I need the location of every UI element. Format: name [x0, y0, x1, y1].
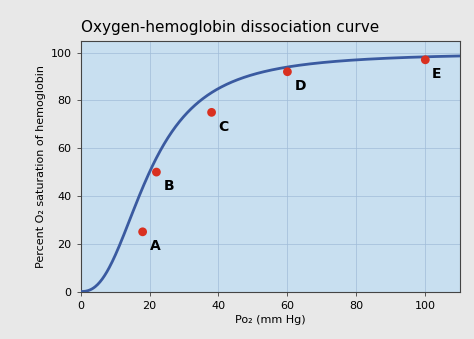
- Text: A: A: [149, 239, 160, 253]
- Text: D: D: [294, 79, 306, 93]
- Point: [139, 229, 146, 235]
- Text: C: C: [219, 120, 229, 134]
- Point: [283, 69, 291, 75]
- Text: Oxygen-hemoglobin dissociation curve: Oxygen-hemoglobin dissociation curve: [81, 20, 379, 35]
- Point: [208, 109, 215, 115]
- Text: E: E: [432, 67, 442, 81]
- Y-axis label: Percent O₂ saturation of hemoglobin: Percent O₂ saturation of hemoglobin: [36, 65, 46, 267]
- X-axis label: Po₂ (mm Hg): Po₂ (mm Hg): [235, 315, 305, 325]
- Point: [421, 57, 429, 62]
- Text: B: B: [164, 179, 174, 193]
- Point: [153, 170, 160, 175]
